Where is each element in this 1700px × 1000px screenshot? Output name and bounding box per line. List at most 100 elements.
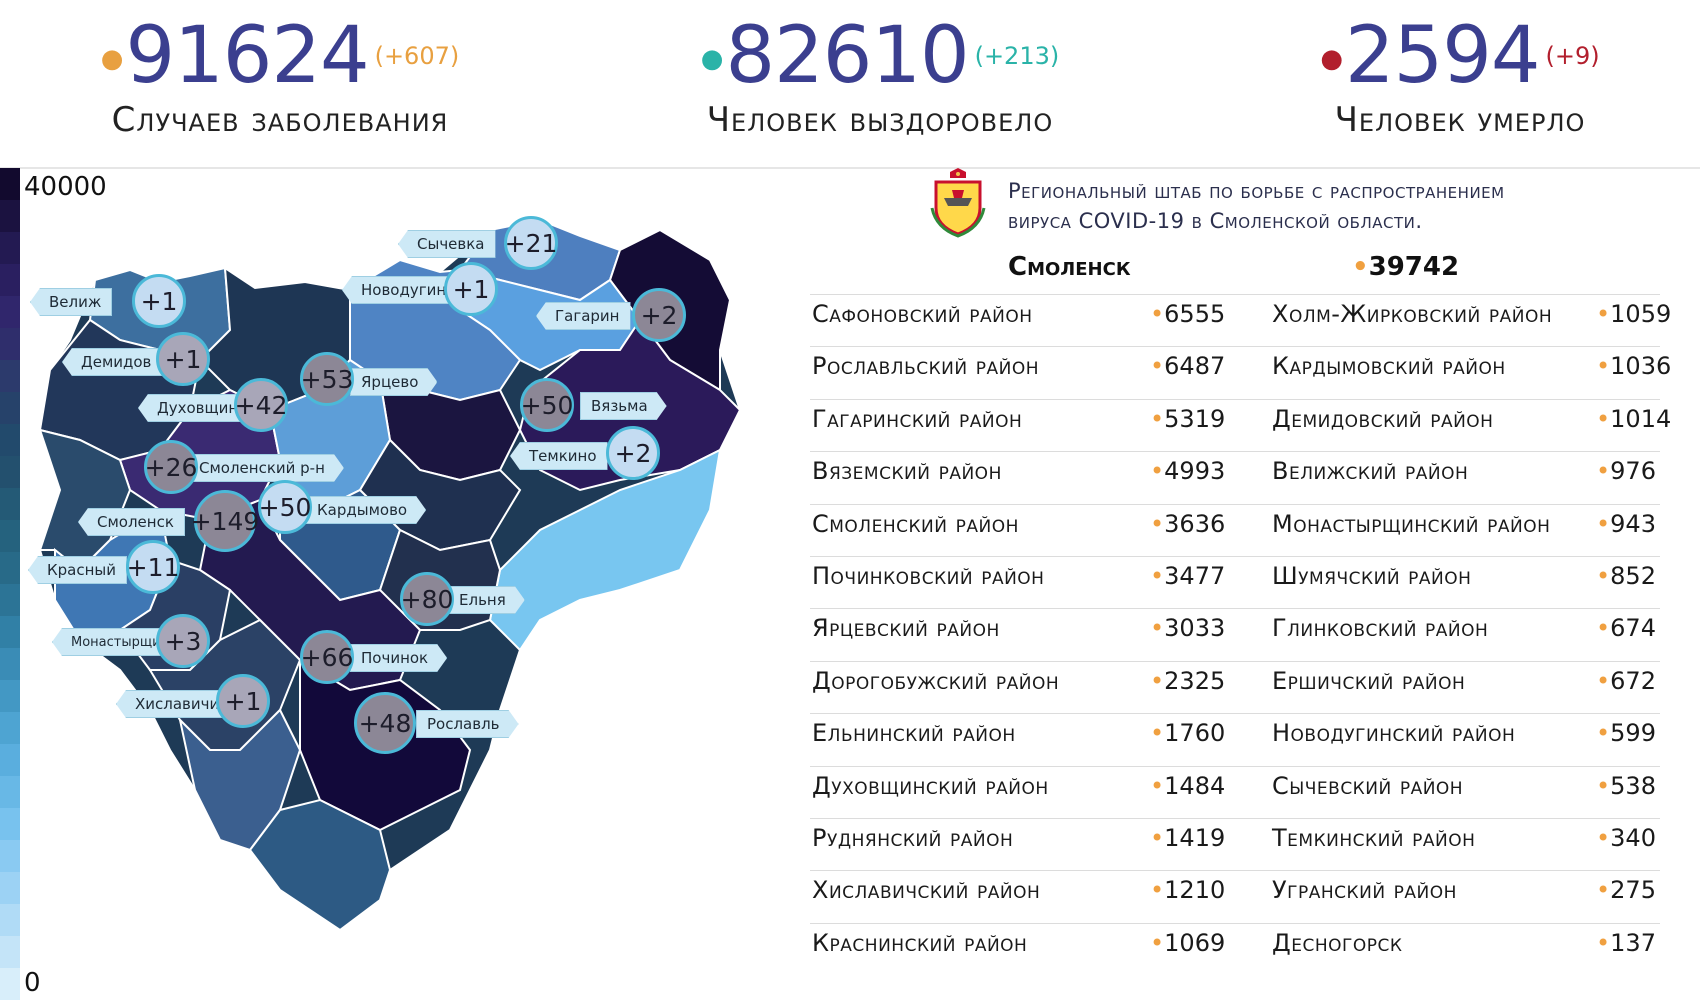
table-row-divider — [810, 398, 1660, 400]
bullet-icon: • — [1150, 457, 1165, 486]
bullet-icon: • — [1150, 666, 1165, 695]
district-value-number: 672 — [1610, 666, 1656, 695]
cases-dot-icon: ● — [100, 44, 124, 74]
district-value-number: 538 — [1610, 771, 1656, 800]
district-value: •599 — [1596, 719, 1656, 747]
bullet-icon: • — [1596, 352, 1611, 381]
district-value-number: 599 — [1610, 719, 1656, 748]
district-name: Новодугинский район — [1272, 719, 1516, 748]
district-value: •1484 — [1150, 772, 1225, 800]
table-row-divider — [810, 818, 1660, 819]
district-value-number: 1210 — [1164, 876, 1226, 905]
map-bubble-kardymovo: +50 — [258, 480, 312, 534]
district-value-number: 852 — [1610, 562, 1656, 590]
legend-color-step — [0, 808, 20, 840]
district-name: Хиславичский район — [812, 876, 1041, 905]
map-bubble-velizh: +1 — [132, 274, 186, 328]
legend-color-step — [0, 840, 20, 872]
legend-min-label: 0 — [24, 968, 41, 998]
map-label-smolensky: Смоленский р-н — [188, 454, 344, 482]
map-bubble-temkino: +2 — [606, 426, 660, 480]
district-value-number: 1419 — [1164, 824, 1226, 852]
bullet-icon: • — [1596, 824, 1611, 852]
map-label-pochinok: Починок — [350, 644, 447, 672]
district-value: •1036 — [1596, 352, 1671, 380]
legend-color-step — [0, 424, 20, 456]
table-row-divider — [810, 608, 1660, 610]
bullet-icon: • — [1150, 352, 1165, 381]
table-row-divider — [810, 713, 1660, 715]
district-value: •6487 — [1150, 352, 1225, 380]
district-value: •672 — [1596, 667, 1656, 695]
legend-color-step — [0, 584, 20, 616]
cases-value: 91624 — [125, 11, 369, 101]
district-name: Темкинский район — [1272, 824, 1476, 852]
bullet-icon: • — [1596, 666, 1611, 695]
legend-color-step — [0, 520, 20, 552]
legend-color-step — [0, 872, 20, 904]
bullet-icon: • — [1150, 876, 1165, 905]
district-name: Ярцевский район — [812, 614, 1000, 643]
district-value: •1760 — [1150, 719, 1225, 747]
legend-color-step — [0, 264, 20, 296]
bullet-icon: • — [1596, 614, 1611, 643]
cases-stat: ● 91624 (+607) Случаев заболевания — [20, 0, 540, 160]
deaths-label: Человек умерло — [1334, 100, 1586, 140]
district-value-number: 976 — [1610, 457, 1656, 486]
district-name: Духовщинский район — [812, 771, 1049, 800]
district-value-number: 4993 — [1164, 457, 1226, 486]
district-name: Дорогобужский район — [812, 666, 1060, 695]
district-value-number: 1069 — [1164, 928, 1226, 957]
district-value: •5319 — [1150, 405, 1225, 433]
district-value-number: 340 — [1610, 824, 1656, 852]
map-bubble-gagarin: +2 — [632, 288, 686, 342]
legend-color-step — [0, 616, 20, 648]
district-value: •275 — [1596, 876, 1656, 904]
legend-color-step — [0, 968, 20, 1000]
legend-color-step — [0, 904, 20, 936]
legend-color-step — [0, 488, 20, 520]
smolensk-name: Смоленск — [1008, 252, 1131, 282]
cases-label: Случаев заболевания — [111, 100, 449, 140]
legend-color-step — [0, 296, 20, 328]
map-bubble-pochinok: +66 — [300, 630, 354, 684]
table-row-divider — [810, 346, 1660, 348]
bullet-icon: • — [1150, 562, 1165, 590]
legend-color-step — [0, 232, 20, 264]
cases-delta: (+607) — [374, 42, 460, 70]
legend-color-step — [0, 456, 20, 488]
district-value-number: 674 — [1610, 614, 1656, 643]
bullet-icon: • — [1596, 876, 1611, 905]
district-value-number: 1036 — [1610, 352, 1672, 381]
district-name: Демидовский район — [1272, 404, 1494, 433]
district-value: •976 — [1596, 457, 1656, 485]
map-bubble-demidov: +1 — [156, 332, 210, 386]
map-label-krasny: Красный — [28, 556, 128, 584]
district-name: Глинковский район — [1272, 614, 1489, 643]
legend-color-step — [0, 776, 20, 808]
map-bubble-smolensk: +149 — [191, 490, 259, 552]
hq-title-line-1: Региональный штаб по борьбе с распростра… — [1008, 179, 1505, 203]
header-divider — [0, 167, 1700, 169]
map-label-temkino: Темкино — [510, 442, 608, 470]
hq-title-line-2: вируса COVID-19 в Смоленской области. — [1008, 209, 1423, 233]
district-value-number: 275 — [1610, 876, 1656, 905]
map-label-roslavl: Рославль — [416, 710, 519, 738]
map-label-khislavichi: Хиславичи — [116, 690, 231, 718]
district-name: Холм-Жирковский район — [1272, 300, 1553, 328]
district-value: •538 — [1596, 772, 1656, 800]
district-value: •3636 — [1150, 510, 1225, 538]
table-row-divider — [810, 556, 1660, 557]
bullet-icon: • — [1596, 771, 1611, 800]
district-name: Угранский район — [1272, 876, 1457, 905]
map-label-vyazma: Вязьма — [580, 392, 667, 420]
smolensk-value: •39742 — [1352, 252, 1459, 282]
deaths-dot-icon: ● — [1320, 44, 1344, 74]
map-bubble-roslavl: +48 — [354, 692, 416, 754]
district-value-number: 6555 — [1164, 300, 1226, 328]
district-name: Вяземский район — [812, 457, 1002, 486]
legend-color-step — [0, 392, 20, 424]
district-name: Ершичский район — [1272, 666, 1466, 695]
district-value: •1059 — [1596, 300, 1671, 328]
district-name: Починковский район — [812, 562, 1045, 590]
